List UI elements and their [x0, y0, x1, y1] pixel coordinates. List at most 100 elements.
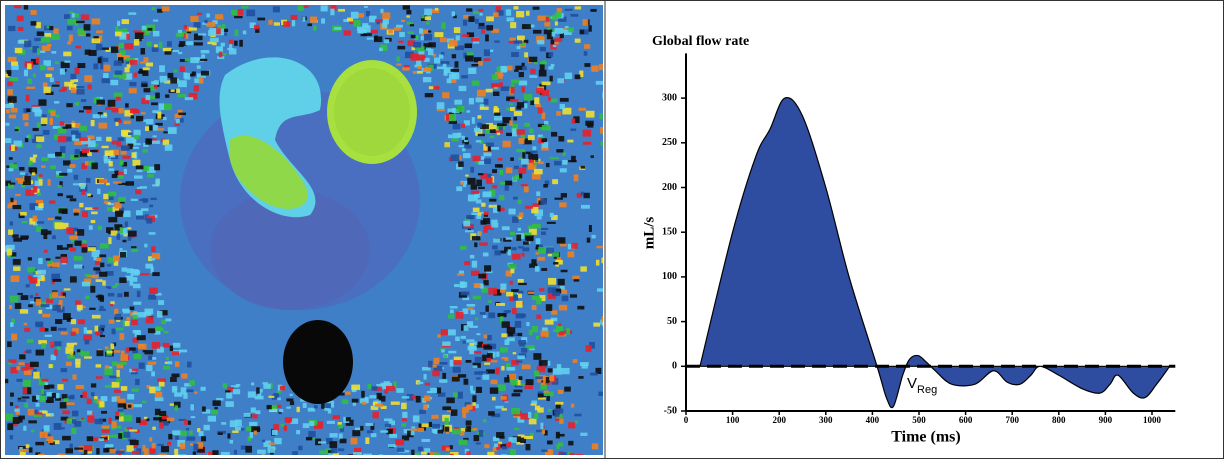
texture — [574, 413, 582, 417]
texture — [153, 417, 162, 421]
texture — [366, 37, 374, 40]
texture — [142, 350, 146, 353]
texture — [132, 337, 139, 343]
texture — [329, 441, 338, 449]
texture — [460, 181, 464, 185]
texture — [111, 381, 120, 388]
texture — [193, 443, 199, 451]
texture — [13, 140, 22, 147]
texture — [8, 114, 17, 119]
texture — [580, 432, 588, 436]
texture — [483, 58, 491, 62]
texture — [417, 427, 424, 432]
texture — [463, 378, 469, 385]
texture — [6, 165, 11, 168]
texture — [31, 138, 38, 143]
texture — [93, 256, 97, 261]
texture — [123, 232, 128, 237]
texture — [505, 167, 513, 174]
texture — [5, 180, 12, 186]
texture — [530, 403, 537, 406]
texture — [456, 105, 465, 113]
texture — [472, 365, 478, 368]
texture — [564, 72, 573, 80]
texture — [104, 150, 114, 157]
texture — [477, 115, 482, 119]
texture — [511, 407, 521, 415]
texture — [142, 67, 150, 71]
texture — [416, 70, 423, 74]
texture — [535, 103, 541, 108]
texture — [513, 294, 519, 301]
texture — [409, 24, 415, 27]
texture — [549, 212, 554, 218]
texture — [466, 426, 472, 429]
texture — [421, 438, 431, 442]
texture — [37, 175, 42, 180]
texture — [570, 128, 577, 131]
texture — [114, 170, 119, 177]
texture — [68, 34, 73, 42]
texture — [46, 260, 54, 267]
texture — [327, 408, 332, 414]
texture — [179, 430, 187, 437]
texture — [198, 33, 207, 36]
texture — [410, 428, 418, 432]
texture — [402, 5, 410, 10]
texture — [360, 398, 369, 404]
texture — [510, 379, 518, 386]
texture — [585, 120, 594, 126]
texture — [84, 75, 93, 83]
texture — [597, 288, 603, 292]
texture — [462, 34, 469, 37]
texture — [256, 389, 263, 393]
texture — [567, 251, 575, 258]
texture — [84, 161, 89, 166]
texture — [535, 244, 539, 249]
texture — [55, 151, 62, 157]
texture — [63, 14, 70, 19]
texture — [178, 454, 187, 455]
texture — [194, 78, 202, 83]
texture — [441, 349, 445, 353]
texture — [501, 321, 510, 328]
texture — [502, 66, 508, 72]
texture — [481, 202, 486, 207]
texture — [385, 382, 392, 389]
texture — [114, 70, 123, 75]
texture — [133, 175, 143, 179]
texture — [516, 441, 524, 445]
texture — [9, 402, 14, 406]
texture — [157, 378, 167, 382]
texture — [477, 122, 482, 128]
texture — [45, 304, 55, 310]
texture — [50, 413, 55, 417]
texture — [235, 419, 242, 427]
texture — [518, 340, 527, 345]
texture — [25, 444, 30, 449]
texture — [154, 408, 161, 416]
texture — [475, 442, 481, 445]
texture — [36, 122, 41, 128]
texture — [118, 42, 124, 49]
texture — [428, 64, 434, 71]
texture — [154, 44, 158, 49]
texture — [124, 221, 128, 227]
texture — [96, 136, 102, 141]
texture — [74, 264, 83, 269]
texture — [164, 361, 170, 364]
texture — [60, 61, 70, 68]
texture — [201, 54, 206, 59]
texture — [532, 154, 539, 161]
texture — [455, 35, 460, 41]
texture — [444, 426, 450, 432]
texture — [483, 218, 490, 225]
texture — [502, 140, 511, 148]
texture — [115, 450, 125, 454]
texture — [444, 67, 454, 74]
texture — [131, 246, 137, 249]
texture — [493, 289, 502, 296]
texture — [88, 49, 97, 56]
texture — [464, 224, 474, 229]
texture — [538, 69, 547, 77]
